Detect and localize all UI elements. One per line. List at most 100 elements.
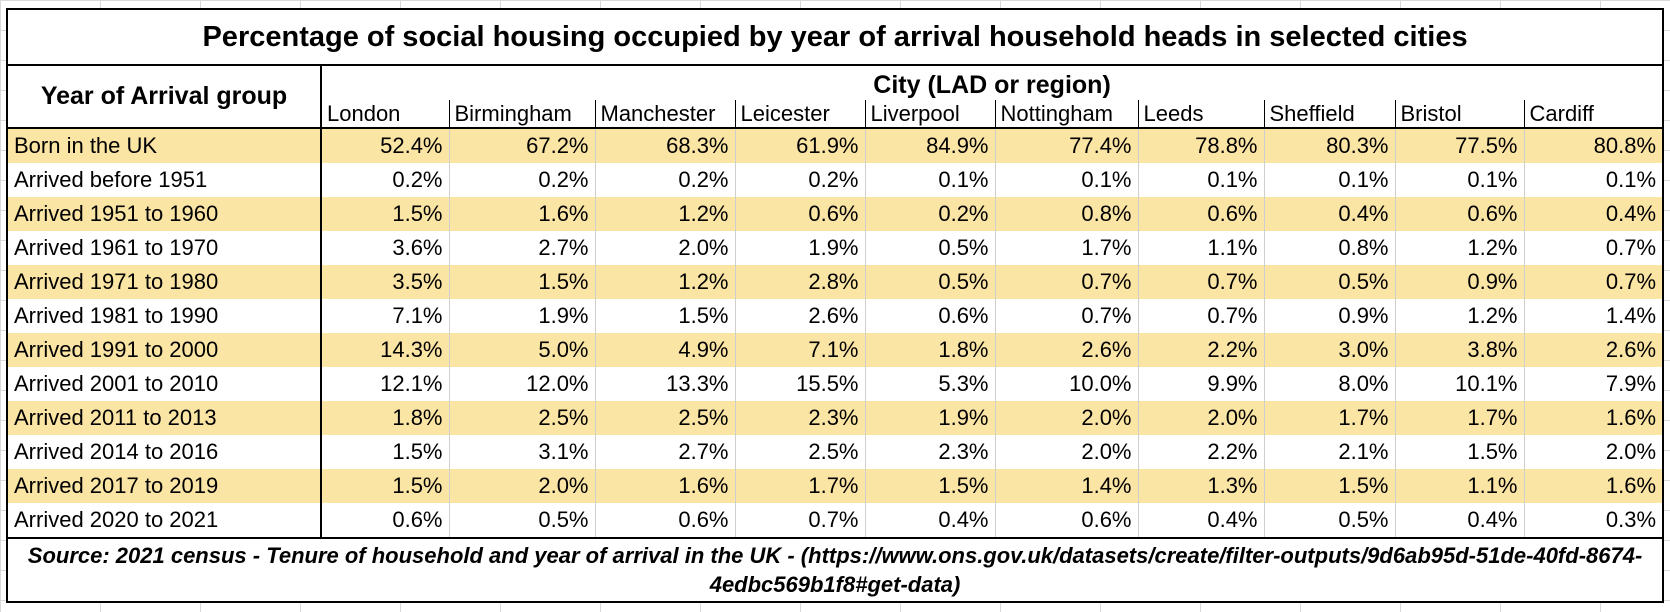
value-cell: 2.7% (448, 231, 595, 265)
value-cell: 1.5% (320, 435, 449, 469)
column-header: London (320, 100, 449, 129)
value-cell: 80.8% (1523, 128, 1665, 163)
value-cell: 0.7% (994, 265, 1138, 299)
value-cell: 2.0% (594, 231, 735, 265)
value-cell: 1.5% (448, 265, 595, 299)
value-cell: 2.2% (1137, 435, 1264, 469)
value-cell: 12.0% (448, 367, 595, 401)
value-cell: 0.2% (320, 163, 449, 197)
row-label: Arrived 1981 to 1990 (6, 299, 322, 333)
value-cell: 4.9% (594, 333, 735, 367)
row-label: Arrived 1961 to 1970 (6, 231, 322, 265)
table-row: Arrived 2011 to 2013 1.8% 2.5% 2.5% 2.3% 1.9%… (6, 401, 1665, 435)
value-cell: 0.5% (864, 231, 995, 265)
value-cell: 0.7% (994, 299, 1138, 333)
table-row: Arrived 2001 to 2010 12.1% 12.0% 13.3% 15.5%… (6, 367, 1665, 401)
value-cell: 0.9% (1263, 299, 1395, 333)
value-cell: 78.8% (1137, 128, 1264, 163)
row-label: Arrived 2020 to 2021 (6, 503, 322, 539)
value-cell: 0.5% (448, 503, 595, 539)
value-cell: 0.2% (448, 163, 595, 197)
value-cell: 1.8% (864, 333, 995, 367)
table-row: Arrived 2017 to 2019 1.5% 2.0% 1.6% 1.7% 1.5%… (6, 469, 1665, 503)
value-cell: 1.2% (594, 197, 735, 231)
value-cell: 7.1% (734, 333, 865, 367)
value-cell: 12.1% (320, 367, 449, 401)
value-cell: 0.1% (1137, 163, 1264, 197)
value-cell: 2.3% (734, 401, 865, 435)
value-cell: 1.1% (1137, 231, 1264, 265)
value-cell: 0.6% (994, 503, 1138, 539)
value-cell: 3.5% (320, 265, 449, 299)
value-cell: 1.9% (448, 299, 595, 333)
value-cell: 13.3% (594, 367, 735, 401)
value-cell: 1.7% (1394, 401, 1524, 435)
value-cell: 2.6% (734, 299, 865, 333)
value-cell: 0.1% (1523, 163, 1665, 197)
value-cell: 0.6% (320, 503, 449, 539)
value-cell: 15.5% (734, 367, 865, 401)
value-cell: 84.9% (864, 128, 995, 163)
value-cell: 0.6% (594, 503, 735, 539)
table-row: Arrived 2020 to 2021 0.6% 0.5% 0.6% 0.7% 0.4%… (6, 503, 1665, 539)
row-label: Arrived 1971 to 1980 (6, 265, 322, 299)
value-cell: 3.0% (1263, 333, 1395, 367)
value-cell: 0.4% (1263, 197, 1395, 231)
value-cell: 0.7% (1137, 265, 1264, 299)
value-cell: 1.6% (448, 197, 595, 231)
group-header: City (LAD or region) (321, 64, 1665, 100)
column-header: Bristol (1394, 100, 1524, 129)
value-cell: 10.0% (994, 367, 1138, 401)
table-row: Arrived 1971 to 1980 3.5% 1.5% 1.2% 2.8% 0.5%… (6, 265, 1665, 299)
value-cell: 2.0% (448, 469, 595, 503)
table-row: Arrived 1981 to 1990 7.1% 1.9% 1.5% 2.6% 0.6%… (6, 299, 1665, 333)
value-cell: 0.1% (864, 163, 995, 197)
column-header: Cardiff (1523, 100, 1665, 129)
value-cell: 0.9% (1394, 265, 1524, 299)
value-cell: 2.3% (864, 435, 995, 469)
column-header: Birmingham (448, 100, 595, 129)
value-cell: 2.6% (994, 333, 1138, 367)
table-row: Arrived 2014 to 2016 1.5% 3.1% 2.7% 2.5% 2.3%… (6, 435, 1665, 469)
value-cell: 1.2% (1394, 299, 1524, 333)
value-cell: 1.4% (1523, 299, 1665, 333)
value-cell: 3.8% (1394, 333, 1524, 367)
value-cell: 0.6% (734, 197, 865, 231)
value-cell: 0.6% (1137, 197, 1264, 231)
value-cell: 0.1% (994, 163, 1138, 197)
value-cell: 0.2% (864, 197, 995, 231)
value-cell: 14.3% (320, 333, 449, 367)
value-cell: 1.6% (1523, 401, 1665, 435)
table-title: Percentage of social housing occupied by… (5, 8, 1665, 66)
value-cell: 5.3% (864, 367, 995, 401)
value-cell: 0.6% (864, 299, 995, 333)
value-cell: 0.7% (734, 503, 865, 539)
value-cell: 2.2% (1137, 333, 1264, 367)
value-cell: 1.3% (1137, 469, 1264, 503)
value-cell: 77.4% (994, 128, 1138, 163)
value-cell: 3.6% (320, 231, 449, 265)
value-cell: 0.4% (864, 503, 995, 539)
value-cell: 61.9% (734, 128, 865, 163)
value-cell: 0.7% (1137, 299, 1264, 333)
value-cell: 2.7% (594, 435, 735, 469)
value-cell: 0.7% (1523, 231, 1665, 265)
value-cell: 0.2% (594, 163, 735, 197)
table-frame: Percentage of social housing occupied by… (5, 8, 1665, 608)
value-cell: 9.9% (1137, 367, 1264, 401)
value-cell: 1.6% (594, 469, 735, 503)
row-label: Arrived 2001 to 2010 (6, 367, 322, 401)
value-cell: 2.0% (1523, 435, 1665, 469)
value-cell: 2.8% (734, 265, 865, 299)
value-cell: 1.5% (320, 197, 449, 231)
value-cell: 0.8% (1263, 231, 1395, 265)
value-cell: 1.5% (320, 469, 449, 503)
value-cell: 0.5% (864, 265, 995, 299)
value-cell: 10.1% (1394, 367, 1524, 401)
value-cell: 0.2% (734, 163, 865, 197)
value-cell: 1.7% (734, 469, 865, 503)
table-row: Arrived 1961 to 1970 3.6% 2.7% 2.0% 1.9% 0.5%… (6, 231, 1665, 265)
value-cell: 1.5% (1263, 469, 1395, 503)
value-cell: 1.5% (864, 469, 995, 503)
